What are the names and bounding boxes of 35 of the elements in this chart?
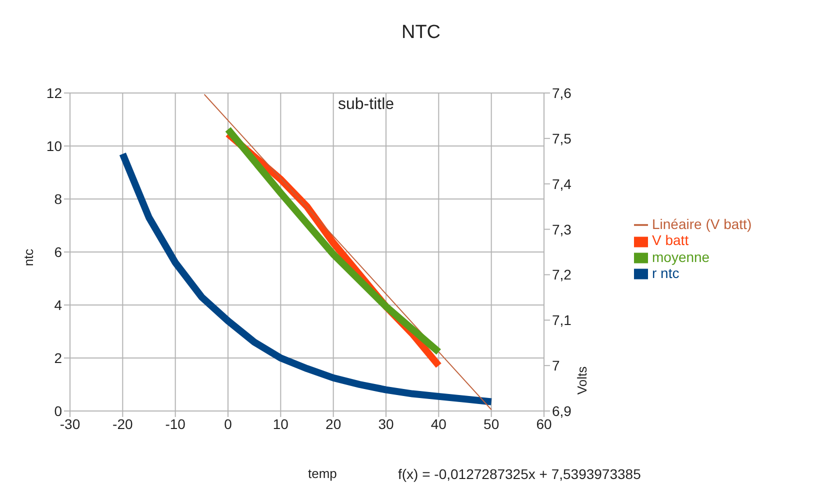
y-tick-label: 10 [46,138,62,154]
y2-axis-title: Volts [574,366,590,395]
x-tick-label: -30 [60,416,80,432]
y-tick-label: 0 [54,402,62,419]
y2-tick-label: 7,4 [552,176,572,192]
chart-title: NTC [400,22,442,44]
x-tick-label: 30 [378,416,394,432]
x-tick-label: 10 [272,416,289,432]
x-axis-title: temp [308,466,337,481]
x-tick-label: 50 [484,416,500,432]
x-tick-label: -10 [165,416,186,432]
y2-tick-label: 7,2 [552,266,572,283]
x-tick-label: 0 [224,416,232,432]
legend-label: V batt [652,232,689,248]
x-tick-label: -20 [112,416,133,432]
x-tick-label: 60 [536,416,552,432]
chart-subtitle: sub-title [338,96,394,114]
x-tick-label: 40 [430,416,447,432]
y-tick-label: 12 [46,84,62,101]
y2-tick-label: 7,5 [552,130,572,146]
y-tick-label: 4 [54,296,62,313]
y-tick-label: 2 [54,350,62,366]
y-tick-label: 6 [54,244,62,260]
text: f(x) = -0,0127287325x + 7,5393973385 [398,466,641,482]
y-tick-label: 8 [54,190,62,207]
legend-label: r ntc [652,264,680,281]
y2-tick-label: 7,6 [552,84,572,101]
legend-label: moyenne [652,248,710,264]
y2-tick-label: 6,9 [552,402,572,419]
y2-tick-label: 7,1 [552,312,572,328]
y2-tick-label: 7,3 [552,221,572,238]
y-axis-title: ntc [21,248,36,266]
x-tick-label: 20 [326,416,342,432]
y2-tick-label: 7 [552,358,560,374]
legend-label: Linéaire (V batt) [652,216,752,232]
